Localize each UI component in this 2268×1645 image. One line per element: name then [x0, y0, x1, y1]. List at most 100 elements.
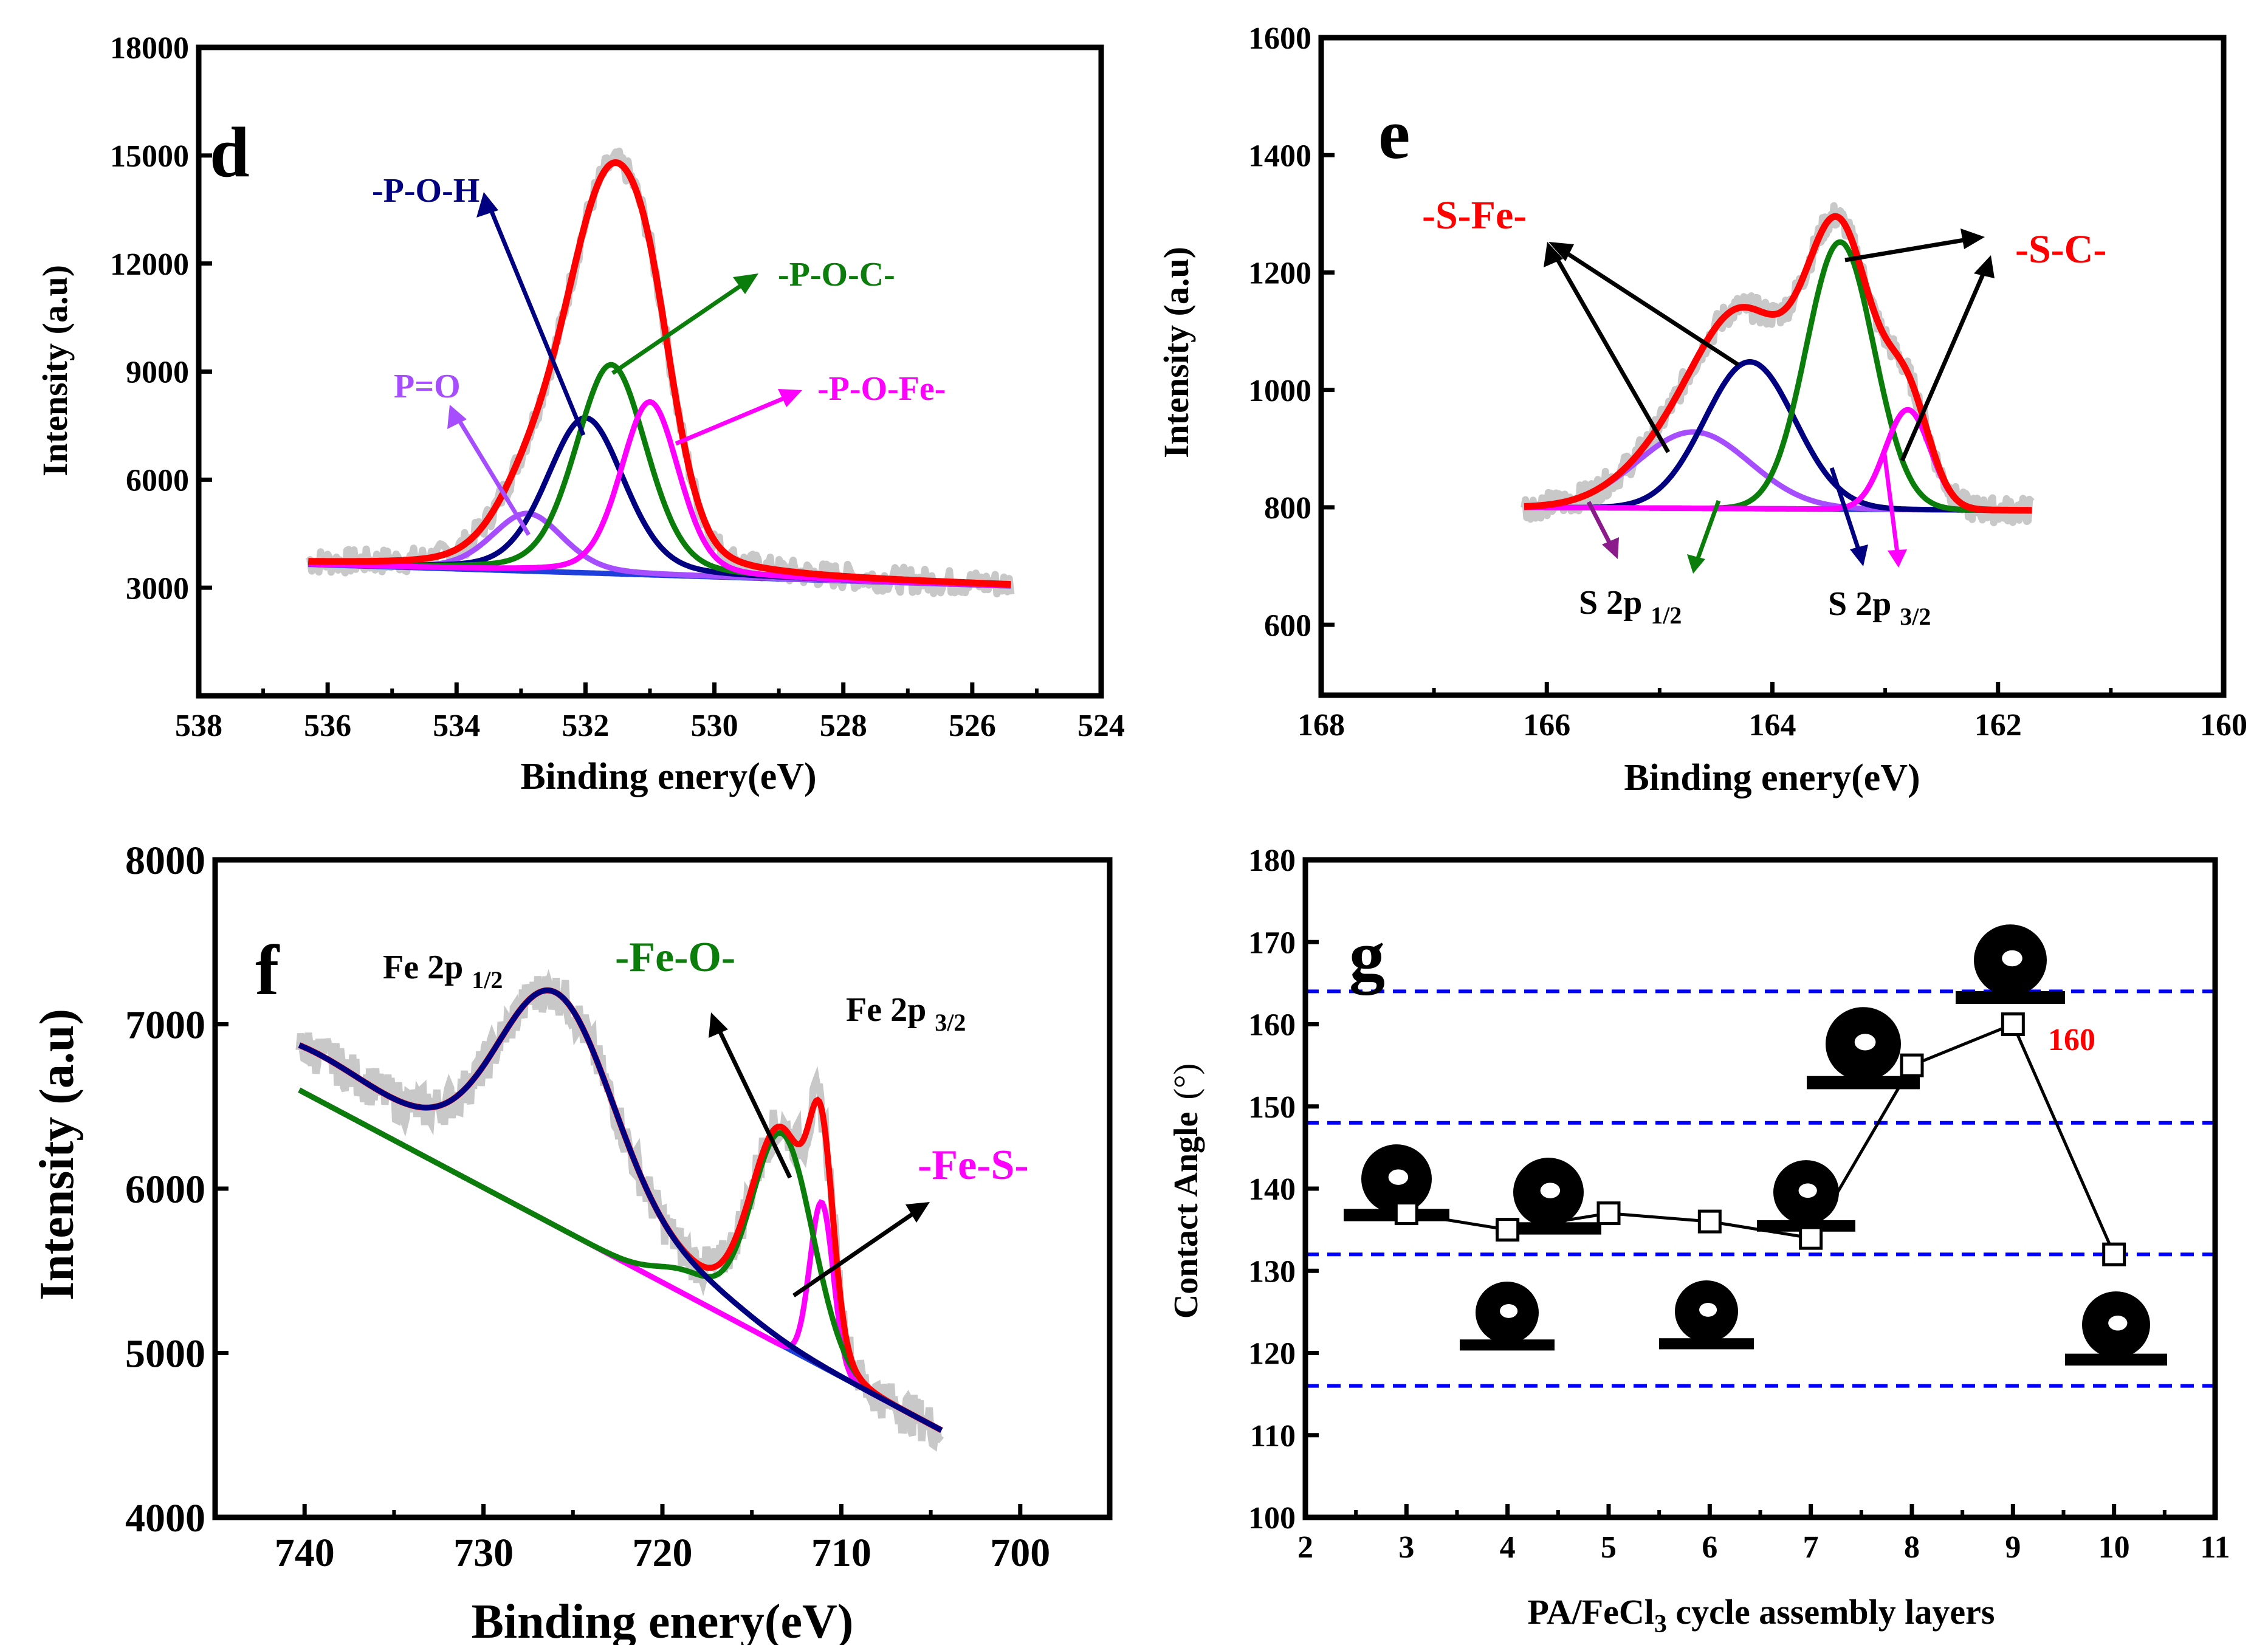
f-ytick-label-2: 6000: [125, 1167, 205, 1212]
panel-d-arrows: [447, 192, 802, 536]
panel-g-xlabel-sub: 3: [1654, 1610, 1667, 1638]
panel-f-ticks: 740 730 720 710 700 4000 5000 6000 7000 8000: [125, 839, 1050, 1575]
d-xtick-label-2: 534: [433, 709, 480, 743]
panel-g-ylabel-unit: (°): [1167, 1063, 1205, 1100]
annotation-s2p32: S 2p 3/2: [1828, 585, 1931, 630]
e-xtick-label-0: 168: [1297, 708, 1345, 743]
panel-f-ylabel: Intensity (a.u): [30, 1009, 84, 1300]
d-xtick-label-5: 528: [820, 709, 867, 743]
arrow-p-o-fe: [675, 394, 790, 446]
panel-g: 2 3 4 5 6 7 8 9 10 11100110120130140150160170180 …: [1167, 843, 2230, 1638]
g-xtick-label-0: 2: [1297, 1530, 1313, 1565]
annotation-p-o-c: -P-O-C-: [778, 256, 895, 294]
arrow-sfe-1-head: [1544, 242, 1563, 267]
annotation-fe-o: -Fe-O-: [615, 934, 735, 981]
e-ytick-label-1: 800: [1264, 491, 1311, 526]
data-point-7: [1799, 1226, 1823, 1250]
e-envelope: [1524, 213, 2032, 514]
droplet-highlight-7: [2108, 1315, 2128, 1331]
droplet-highlight-6: [2002, 950, 2022, 967]
g-xtick-label-3: 5: [1601, 1530, 1617, 1565]
e-xtick-label-1: 166: [1523, 708, 1570, 743]
panel-f-plot: [295, 969, 944, 1452]
annotation-s-c: -S-C-: [2015, 227, 2106, 272]
annotation-s2p12-main: S 2p: [1579, 584, 1642, 622]
arrow-fe-o-head: [709, 1012, 728, 1038]
arrow-p-o-fe-head: [778, 389, 802, 407]
annotation-p-double-o: P=O: [394, 368, 461, 405]
panel-e-plot: [1521, 202, 2035, 527]
d-ytick-label-0: 3000: [126, 571, 189, 606]
g-xtick-label-7: 9: [2005, 1530, 2021, 1565]
panel-g-ticks: 2 3 4 5 6 7 8 9 10 11 100 110 120 130 140 150 160 170 180: [1248, 843, 2230, 1565]
e-xtick-label-4: 160: [2200, 708, 2247, 743]
data-point-6: [1697, 1209, 1722, 1234]
droplet-substrate-5: [1807, 1076, 1920, 1090]
droplet-highlight-1: [1540, 1183, 1561, 1198]
panel-e-ylabel: Intensity (a.u): [1156, 247, 1196, 458]
arrow-sc-1: [1844, 236, 1972, 263]
droplet-substrate-1: [1496, 1222, 1601, 1235]
droplet-substrate-2: [1757, 1220, 1855, 1232]
f-ytick-label-0: 4000: [125, 1496, 205, 1540]
e-ytick-label-3: 1200: [1248, 256, 1311, 291]
g-ytick-label-4: 140: [1248, 1172, 1296, 1207]
arrow-fe-s-head: [905, 1202, 930, 1223]
g-xtick-label-1: 3: [1398, 1530, 1414, 1565]
g-xtick-label-2: 4: [1500, 1530, 1516, 1565]
arrow-sc-2-head: [1974, 255, 1995, 278]
d-ytick-label-5: 18000: [110, 31, 189, 66]
panel-e-arrows: [1544, 228, 1995, 574]
panel-f-label: f: [255, 930, 280, 1010]
g-ytick-label-8: 180: [1248, 843, 1296, 878]
panel-d-plot: [306, 147, 1015, 598]
droplet-substrate-4: [1659, 1338, 1754, 1350]
f-xtick-label-0: 740: [275, 1531, 335, 1575]
panel-f-xlabel: Binding enery(eV): [472, 1595, 854, 1645]
panel-g-xlabel: PA/FeCl3 cycle assembly layers: [1528, 1592, 1995, 1638]
f-xtick-label-1: 730: [453, 1531, 514, 1575]
annotation-fe2p32-main: Fe 2p: [846, 991, 926, 1029]
panel-e-label: e: [1378, 94, 1410, 174]
data-point-3: [1394, 1201, 1418, 1226]
annotation-p-o-fe: -P-O-Fe-: [817, 370, 946, 408]
panel-g-xlabel-part1: PA/FeCl: [1528, 1592, 1654, 1632]
f-peak-fe-o: [298, 1087, 943, 1433]
d-ytick-label-1: 6000: [126, 464, 189, 498]
panel-g-label: g: [1349, 916, 1385, 995]
arrow-sc-1-head: [1960, 228, 1985, 249]
g-ytick-label-2: 120: [1248, 1337, 1296, 1372]
arrow-p-o-h-head: [476, 192, 498, 218]
max-value-label: 160: [2048, 1023, 2095, 1057]
annotation-fe2p32: Fe 2p 3/2: [846, 991, 966, 1036]
arrow-s2p32-navy: [1829, 467, 1862, 554]
f-xtick-label-4: 700: [990, 1531, 1050, 1575]
droplet-highlight-5: [1854, 1034, 1876, 1051]
f-peak-fe2p12: [298, 987, 943, 1433]
g-ytick-label-7: 170: [1248, 926, 1296, 960]
f-ytick-label-3: 7000: [125, 1003, 205, 1048]
panel-d: 538 536 534 532 530 528 526 524 3000 6000 9000 1200…: [35, 31, 1125, 797]
arrow-sfe-1: [1551, 251, 1671, 453]
e-ytick-label-4: 1400: [1248, 139, 1311, 173]
data-point-5: [1596, 1201, 1621, 1226]
arrow-s2p12-purple: [1586, 501, 1614, 548]
panel-g-ylabel-main: Contact Angle: [1167, 1112, 1205, 1319]
arrow-s2p32-magenta-head: [1888, 549, 1907, 568]
droplet-substrate-6: [1956, 991, 2065, 1004]
d-xtick-label-3: 532: [562, 709, 609, 743]
arrow-s2p32-navy-head: [1850, 544, 1868, 566]
arrow-p-o-h: [486, 203, 586, 436]
droplet-images: [1344, 924, 2167, 1366]
annotation-fe2p32-sub: 3/2: [935, 1009, 966, 1036]
d-xtick-label-1: 536: [304, 709, 351, 743]
panel-g-plot: [1394, 1012, 2126, 1266]
annotation-fe-s: -Fe-S-: [918, 1142, 1029, 1189]
annotation-s2p12: S 2p 1/2: [1579, 584, 1682, 629]
panel-d-ticks: 538 536 534 532 530 528 526 524 3000 6000 9000 1200…: [110, 31, 1125, 743]
d-ytick-label-4: 15000: [110, 139, 189, 174]
droplet-highlight-3: [1500, 1303, 1518, 1318]
d-xtick-label-4: 530: [691, 709, 738, 743]
contact-angle-line: [1406, 1022, 2115, 1255]
